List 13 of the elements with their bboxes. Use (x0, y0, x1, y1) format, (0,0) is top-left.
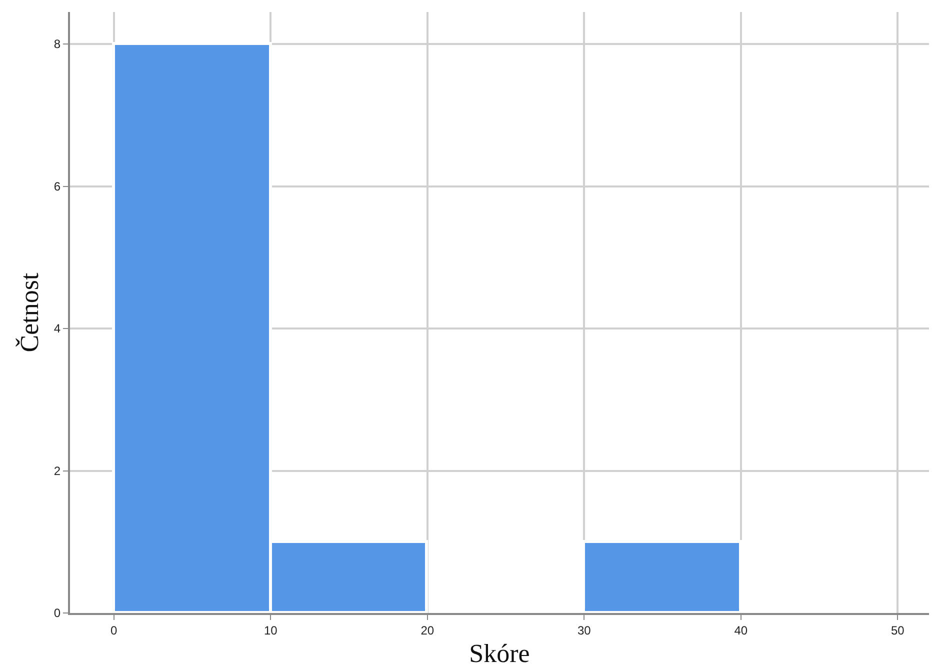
y-tick-label: 6 (54, 179, 61, 194)
y-tick-label: 0 (54, 606, 61, 620)
x-tick-label: 40 (734, 623, 748, 638)
x-tick-label: 30 (577, 623, 592, 638)
y-tick-label: 4 (54, 322, 61, 336)
x-axis-title: Skóre (469, 639, 530, 668)
y-tick-label: 2 (54, 464, 61, 478)
y-axis-title: Četnost (14, 272, 44, 352)
y-tick-label: 8 (54, 37, 61, 52)
x-tick-label: 0 (110, 623, 118, 638)
x-tick-label: 10 (264, 623, 278, 638)
x-tick-label: 20 (420, 623, 434, 638)
x-tick-label: 50 (890, 623, 905, 638)
